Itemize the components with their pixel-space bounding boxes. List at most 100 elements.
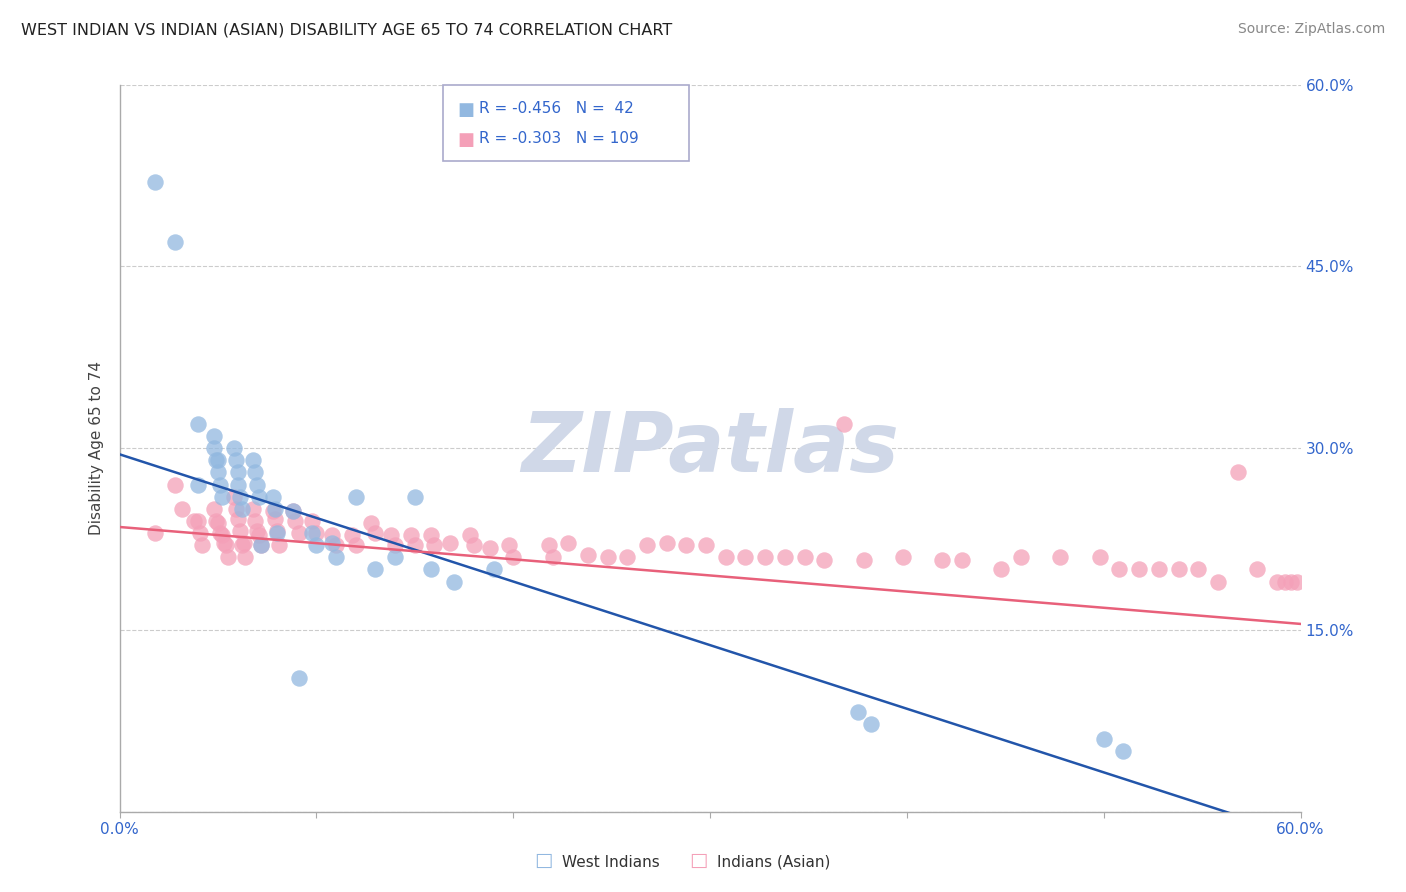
Text: R = -0.456   N =  42: R = -0.456 N = 42 bbox=[479, 101, 634, 116]
Point bbox=[163, 477, 186, 491]
Point bbox=[1010, 550, 1032, 565]
Point bbox=[537, 538, 560, 552]
Point bbox=[502, 550, 524, 565]
Point bbox=[482, 562, 505, 576]
Point bbox=[264, 501, 287, 516]
Point bbox=[1206, 574, 1229, 589]
Point bbox=[231, 501, 253, 516]
Point bbox=[404, 490, 426, 504]
Point bbox=[187, 417, 209, 431]
Point bbox=[1147, 562, 1170, 576]
Point bbox=[463, 538, 485, 552]
Point bbox=[207, 453, 229, 467]
Point bbox=[143, 175, 166, 189]
Point bbox=[281, 504, 304, 518]
Point bbox=[305, 526, 328, 541]
Point bbox=[557, 535, 579, 549]
Point bbox=[202, 429, 225, 443]
Point bbox=[208, 526, 231, 541]
Point bbox=[891, 550, 914, 565]
Point bbox=[399, 528, 422, 542]
Point bbox=[616, 550, 638, 565]
Point bbox=[226, 477, 249, 491]
Point bbox=[1285, 574, 1308, 589]
Point bbox=[215, 538, 238, 552]
Point bbox=[172, 501, 194, 516]
Point bbox=[950, 552, 973, 566]
Point bbox=[264, 511, 287, 525]
Point bbox=[208, 477, 231, 491]
Point bbox=[287, 526, 309, 541]
Y-axis label: Disability Age 65 to 74: Disability Age 65 to 74 bbox=[89, 361, 104, 535]
Point bbox=[231, 538, 253, 552]
Point bbox=[695, 538, 717, 552]
Point bbox=[1092, 731, 1115, 746]
Point bbox=[183, 514, 205, 528]
Point bbox=[250, 538, 273, 552]
Point bbox=[734, 550, 756, 565]
Point bbox=[360, 516, 382, 531]
Point bbox=[1128, 562, 1150, 576]
Point bbox=[325, 538, 347, 552]
Point bbox=[287, 672, 309, 686]
Point bbox=[202, 501, 225, 516]
Point bbox=[419, 528, 441, 542]
Text: Source: ZipAtlas.com: Source: ZipAtlas.com bbox=[1237, 22, 1385, 37]
Point bbox=[793, 550, 815, 565]
Text: □: □ bbox=[534, 851, 553, 870]
Point bbox=[541, 550, 564, 565]
Point bbox=[1265, 574, 1288, 589]
Point bbox=[187, 514, 209, 528]
Point bbox=[191, 538, 214, 552]
Point bbox=[207, 516, 229, 531]
Point bbox=[250, 538, 273, 552]
Text: □: □ bbox=[689, 851, 707, 870]
Point bbox=[675, 538, 697, 552]
Point bbox=[222, 442, 245, 455]
Point bbox=[384, 538, 406, 552]
Point bbox=[813, 552, 835, 566]
Point bbox=[225, 501, 247, 516]
Point bbox=[498, 538, 520, 552]
Point bbox=[207, 466, 229, 480]
Point bbox=[143, 526, 166, 541]
Point bbox=[344, 538, 367, 552]
Point bbox=[225, 453, 247, 467]
Point bbox=[262, 504, 284, 518]
Text: ■: ■ bbox=[457, 131, 474, 149]
Point bbox=[852, 552, 875, 566]
Text: R = -0.303   N = 109: R = -0.303 N = 109 bbox=[479, 131, 640, 146]
Point bbox=[340, 528, 363, 542]
Point bbox=[266, 526, 288, 541]
Point bbox=[1167, 562, 1189, 576]
Point bbox=[246, 524, 269, 538]
Point bbox=[228, 524, 250, 538]
Text: ■: ■ bbox=[457, 101, 474, 119]
Point bbox=[1226, 466, 1249, 480]
Point bbox=[222, 490, 245, 504]
Point bbox=[211, 490, 233, 504]
Point bbox=[1088, 550, 1111, 565]
Point bbox=[202, 442, 225, 455]
Point bbox=[1112, 744, 1135, 758]
Point bbox=[305, 538, 328, 552]
Point bbox=[226, 466, 249, 480]
Text: ZIPatlas: ZIPatlas bbox=[522, 408, 898, 489]
Point bbox=[245, 514, 267, 528]
Point bbox=[384, 550, 406, 565]
Point bbox=[247, 528, 270, 542]
Point bbox=[321, 535, 343, 549]
Point bbox=[419, 562, 441, 576]
Point bbox=[423, 538, 446, 552]
Point bbox=[266, 524, 288, 538]
Point bbox=[1187, 562, 1209, 576]
Point bbox=[832, 417, 855, 431]
Point bbox=[364, 562, 387, 576]
Point bbox=[576, 548, 599, 562]
Point bbox=[262, 490, 284, 504]
Point bbox=[364, 526, 387, 541]
Point bbox=[990, 562, 1012, 576]
Point bbox=[212, 535, 235, 549]
Point bbox=[1274, 574, 1296, 589]
Point bbox=[301, 526, 323, 541]
